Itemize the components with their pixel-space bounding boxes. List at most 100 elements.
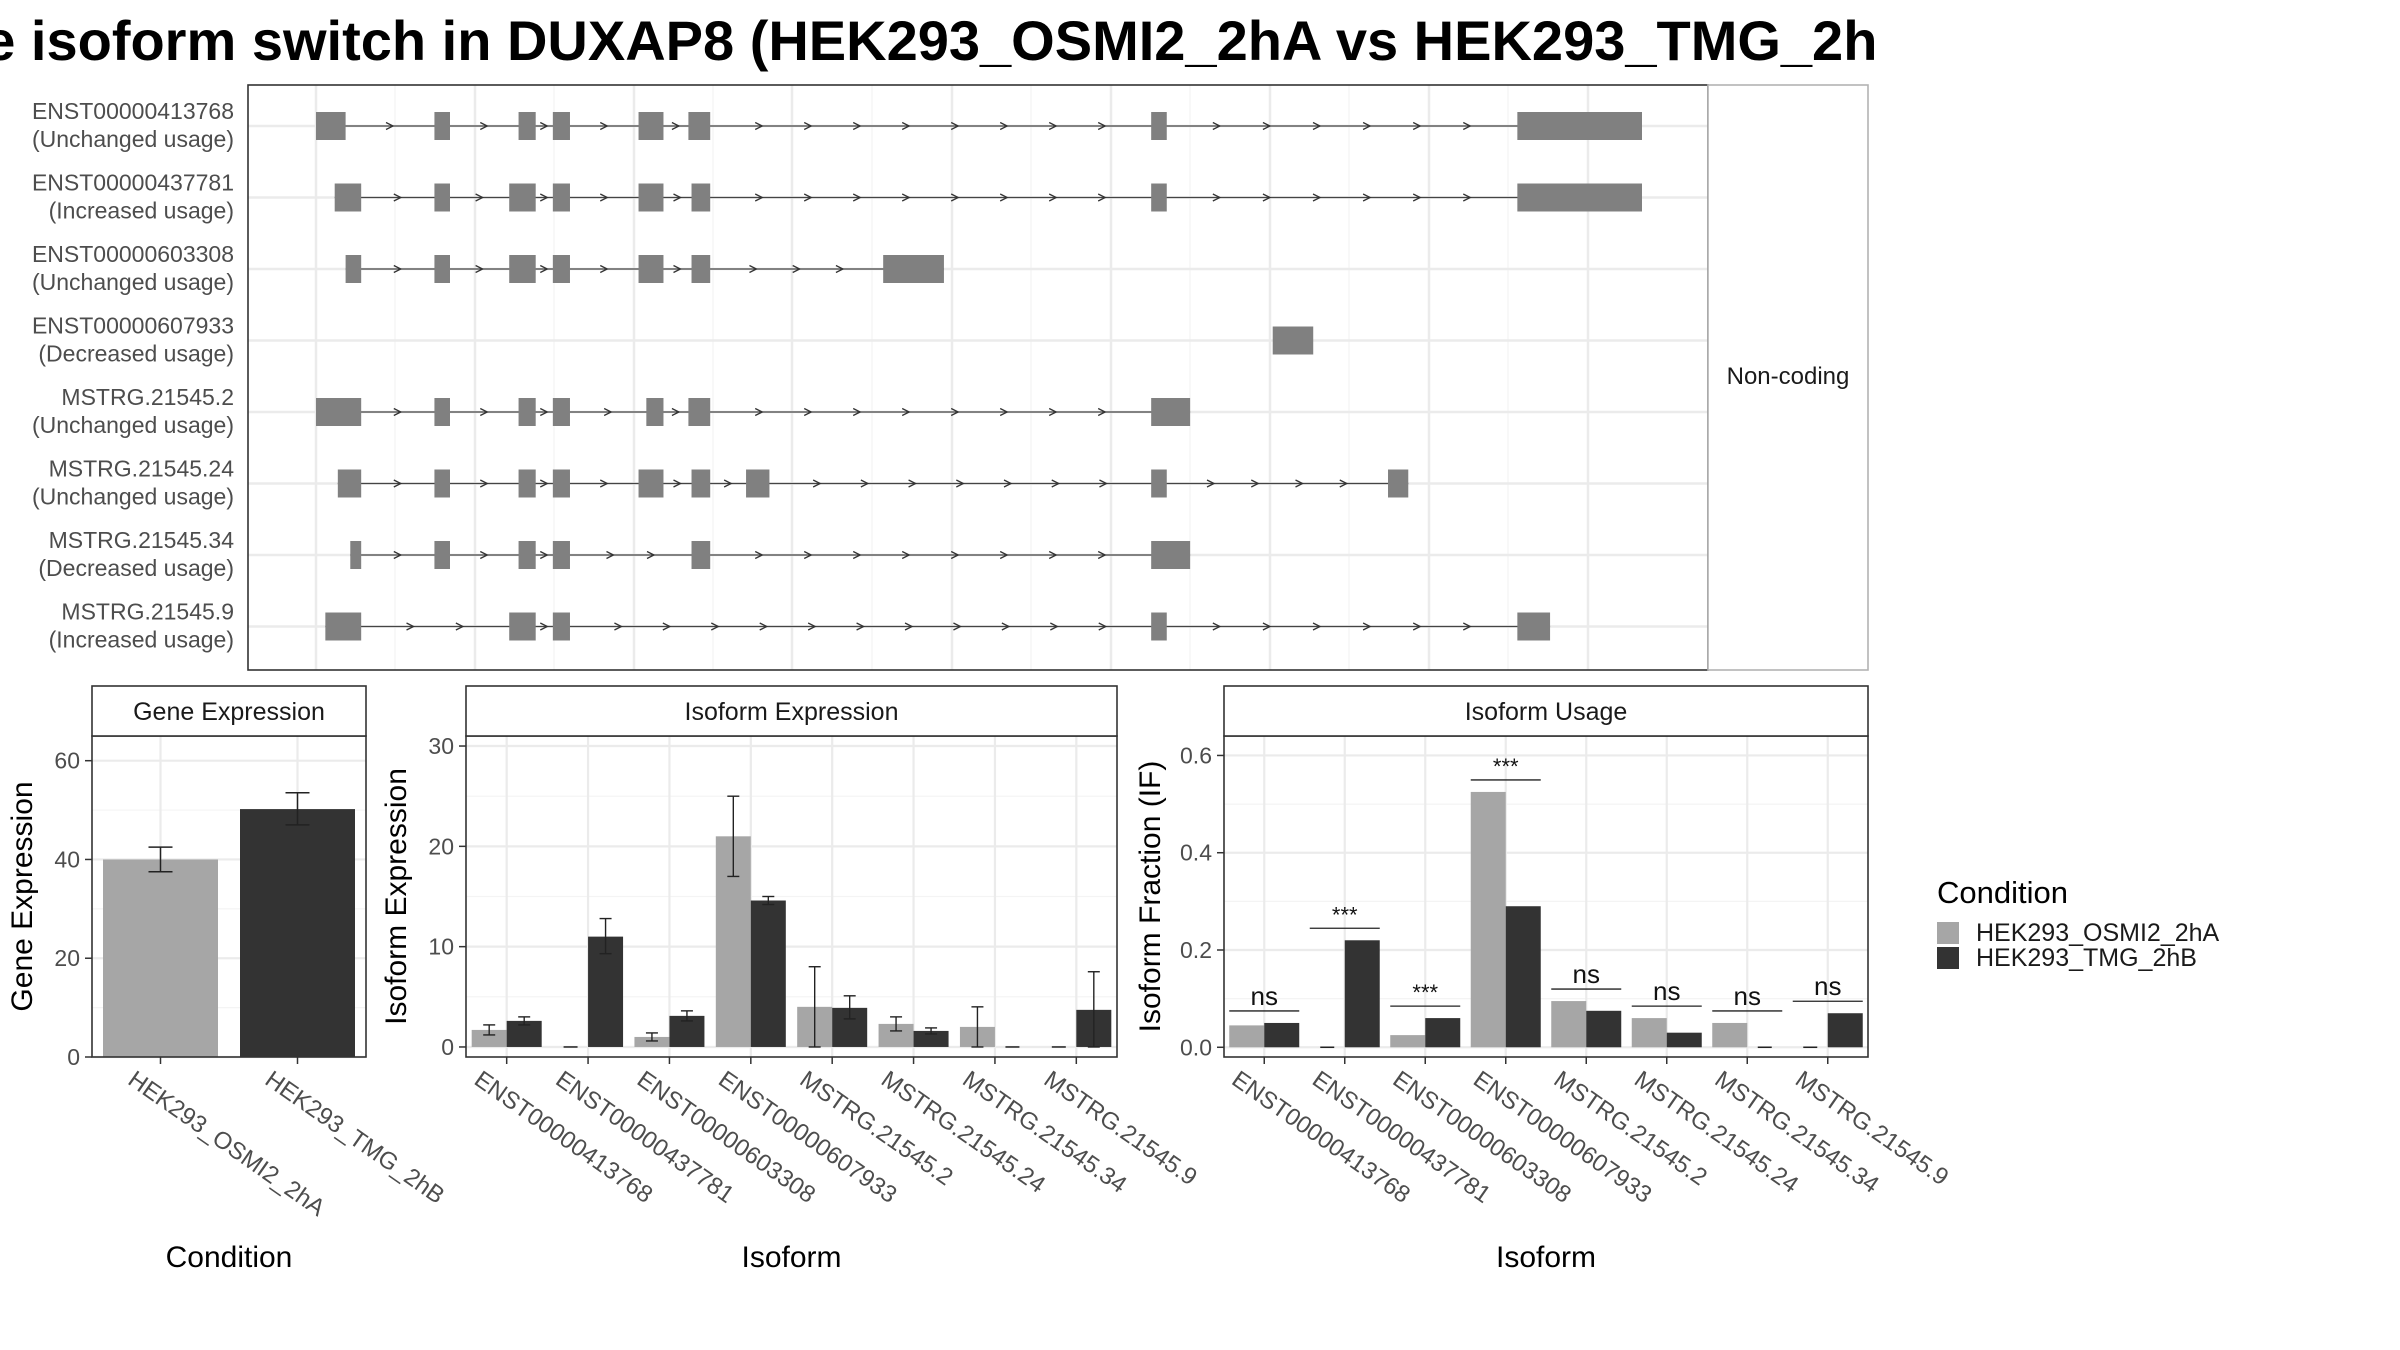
intron-arrow — [904, 622, 914, 631]
isoform-usage-panel: ns *** *** *** ns ns ns ns Isoform Usage 0.0 0.2 0.… — [1134, 685, 1953, 1274]
intron-arrow — [393, 264, 403, 274]
exon — [316, 398, 362, 426]
exon — [552, 398, 570, 426]
intron-arrow — [754, 407, 764, 417]
legend-entry-label: HEK293_TMG_2hB — [1976, 944, 2197, 972]
intron-arrow — [1362, 622, 1372, 631]
bar — [588, 936, 624, 1047]
intron-arrow — [1098, 622, 1108, 631]
exon — [1151, 398, 1191, 426]
bar — [471, 1029, 507, 1047]
intron-arrow — [1003, 479, 1013, 488]
intron-arrow — [1262, 622, 1272, 631]
bar — [1827, 1013, 1863, 1048]
intron-arrow — [1412, 121, 1422, 131]
exon — [638, 112, 664, 140]
intron-arrow — [803, 550, 813, 560]
transcript-id-label: ENST00000603308 — [32, 241, 234, 267]
intron-arrow — [999, 407, 1009, 417]
exon — [1151, 612, 1167, 641]
y-tick-label: 10 — [428, 934, 454, 960]
intron-arrow — [1462, 121, 1472, 131]
intron-arrow — [539, 622, 549, 631]
exon — [434, 398, 451, 426]
intron-arrow — [792, 264, 802, 274]
transcript-row — [337, 469, 1409, 498]
y-tick-label: 0 — [67, 1044, 80, 1070]
panel-strip-title: Gene Expression — [133, 698, 325, 726]
x-axis-label: Condition — [166, 1241, 293, 1274]
intron-arrow — [1048, 550, 1058, 560]
bar — [1344, 940, 1380, 1048]
exon — [434, 469, 451, 498]
exon — [434, 255, 451, 283]
intron-arrow — [812, 479, 822, 488]
intron-arrow — [901, 193, 911, 202]
structure-grid — [248, 85, 1708, 670]
y-tick-label: 0.6 — [1180, 742, 1212, 768]
exon — [334, 183, 362, 212]
transcript-usage-label: (Unchanged usage) — [32, 126, 234, 152]
exon — [518, 112, 536, 140]
intron-arrow — [1001, 622, 1011, 631]
intron-arrow — [479, 550, 489, 560]
exon — [1272, 326, 1314, 355]
exon — [691, 469, 711, 498]
y-tick-label: 0.4 — [1180, 840, 1212, 866]
intron-arrow — [1462, 622, 1472, 631]
transcript-id-label: MSTRG.21545.24 — [49, 456, 235, 482]
bar — [1631, 1018, 1667, 1048]
bar — [1666, 1032, 1702, 1048]
intron-arrow — [539, 193, 549, 202]
intron-arrow — [1250, 479, 1260, 488]
intron-arrow — [539, 121, 549, 131]
bar — [634, 1036, 670, 1047]
intron-arrow — [1412, 622, 1422, 631]
intron-arrow — [1048, 121, 1058, 131]
transcript-usage-label: (Decreased usage) — [38, 341, 234, 367]
y-axis-label: Gene Expression — [6, 781, 39, 1011]
intron-arrow — [908, 479, 918, 488]
panel-strip — [465, 685, 1118, 737]
intron-arrow — [1362, 121, 1372, 131]
intron-arrow — [852, 121, 862, 131]
exon — [638, 469, 664, 498]
exon — [350, 541, 362, 569]
exon — [1517, 112, 1642, 140]
intron-arrow — [671, 121, 681, 131]
intron-arrow — [475, 193, 485, 202]
intron-arrow — [539, 264, 549, 274]
intron-arrow — [1097, 407, 1107, 417]
bar — [1505, 906, 1541, 1048]
intron-arrow — [475, 264, 485, 274]
y-axis-label: Isoform Expression — [380, 768, 413, 1025]
exon — [646, 398, 664, 426]
exon — [691, 183, 711, 212]
intron-arrow — [385, 121, 395, 131]
intron-arrow — [754, 550, 764, 560]
intron-arrow — [1212, 121, 1222, 131]
intron-arrow — [953, 622, 962, 631]
intron-arrow — [1295, 479, 1304, 488]
transcript-row — [334, 183, 1642, 212]
intron-arrow — [950, 407, 960, 417]
y-tick-label: 0.2 — [1180, 937, 1212, 963]
transcript-row — [325, 612, 1551, 641]
panel-strip — [1223, 685, 1869, 737]
transcript-id-label: MSTRG.21545.34 — [49, 527, 235, 553]
panel-grid — [1224, 736, 1868, 1057]
transcript-id-label: ENST00000437781 — [32, 170, 234, 196]
exon — [691, 255, 711, 283]
intron-arrow — [1048, 407, 1058, 417]
bar — [1551, 1001, 1587, 1048]
facet-strip-label: Non-coding — [1727, 363, 1850, 390]
exon — [746, 469, 770, 498]
isoform-expression-panel: Isoform Expression 0 10 20 30 Isoform Express… — [380, 685, 1202, 1274]
transcript-id-label: ENST00000413768 — [32, 98, 234, 124]
intron-arrow — [603, 407, 613, 417]
exon — [509, 183, 536, 212]
bar — [240, 809, 355, 1057]
exon — [552, 112, 570, 140]
intron-arrow — [1462, 193, 1472, 202]
exon — [552, 183, 570, 212]
